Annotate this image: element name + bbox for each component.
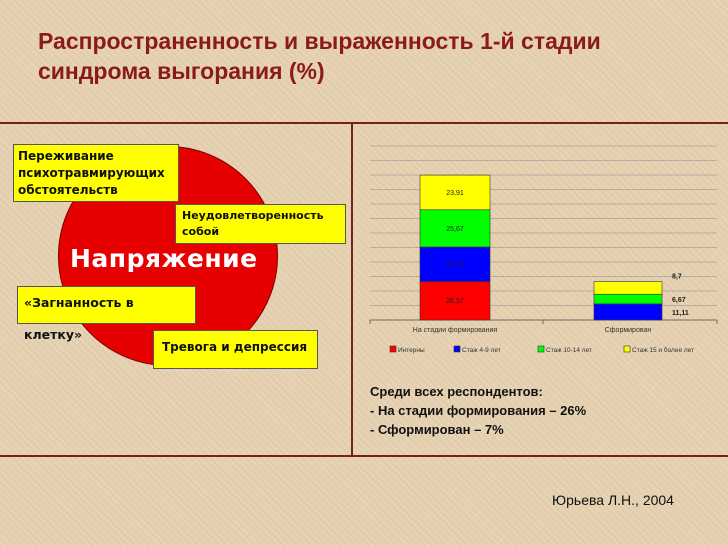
bar-segment [419, 174, 491, 211]
data-label: 23,91 [446, 190, 464, 197]
data-label: 23,79 [446, 262, 464, 269]
legend-label: Стаж 10-14 лет [546, 347, 592, 354]
bottom-divider [0, 455, 728, 457]
data-label: 11,11 [672, 310, 689, 317]
symptom-box-dissatisfaction: Неудовлетворенность собой [175, 204, 346, 244]
symptom-box-dissatisfaction-line-2: собой [182, 225, 220, 238]
symptom-box-anxiety: Тревога и депрессия [153, 330, 318, 369]
symptom-box-trauma-line-1: Переживание [18, 149, 114, 163]
legend-label: Стаж 4-9 лет [462, 347, 501, 354]
bar-segment [419, 209, 491, 248]
respondents-note: Среди всех респондентов: - На стадии фор… [370, 382, 586, 439]
symptom-box-trauma-line-3: обстоятельств [18, 183, 118, 197]
data-label: 8,7 [672, 274, 682, 281]
tension-label: Напряжение [70, 244, 258, 273]
bar-segment [593, 303, 663, 321]
data-label: 26,57 [446, 298, 464, 305]
legend-label: Стаж 15 и более лет [632, 346, 694, 354]
symptom-box-trauma: Переживание психотравмирующих обстоятель… [13, 144, 179, 202]
legend-swatch [453, 345, 461, 353]
slide-title-line-1: Распространенность и выраженность 1-й ст… [38, 28, 601, 54]
bar-segment [419, 246, 491, 282]
data-label: 25,67 [446, 226, 464, 233]
category-label: На стадии формирования [413, 327, 498, 334]
slide-title-line-2: синдрома выгорания (%) [38, 58, 325, 84]
stacked-bar-chart: 26,57 23,79 25,67 23,91 На стадии формирован… [369, 145, 718, 354]
legend-swatch [537, 345, 545, 353]
legend-swatch [389, 345, 397, 353]
bar-segment [593, 281, 663, 295]
bar-segment [419, 281, 491, 321]
symptom-box-cornered: «Загнанность в клетку» [17, 286, 196, 342]
legend-swatch [623, 345, 631, 353]
note-heading: Среди всех респондентов: [370, 384, 543, 399]
symptom-box-trauma-line-2: психотравмирующих [18, 166, 165, 180]
data-label: 6,67 [672, 297, 686, 304]
legend-label: Интерны [398, 347, 425, 354]
category-label: Сформирован [605, 327, 652, 334]
author-citation: Юрьева Л.Н., 2004 [552, 492, 674, 508]
vertical-divider [351, 122, 353, 457]
top-divider [0, 122, 728, 124]
symptom-box-dissatisfaction-line-1: Неудовлетворенность [182, 209, 324, 222]
slide-title: Распространенность и выраженность 1-й ст… [38, 26, 698, 86]
bar-segment [593, 293, 663, 305]
note-line-formed: - Сформирован – 7% [370, 422, 504, 437]
note-line-forming: - На стадии формирования – 26% [370, 403, 587, 418]
